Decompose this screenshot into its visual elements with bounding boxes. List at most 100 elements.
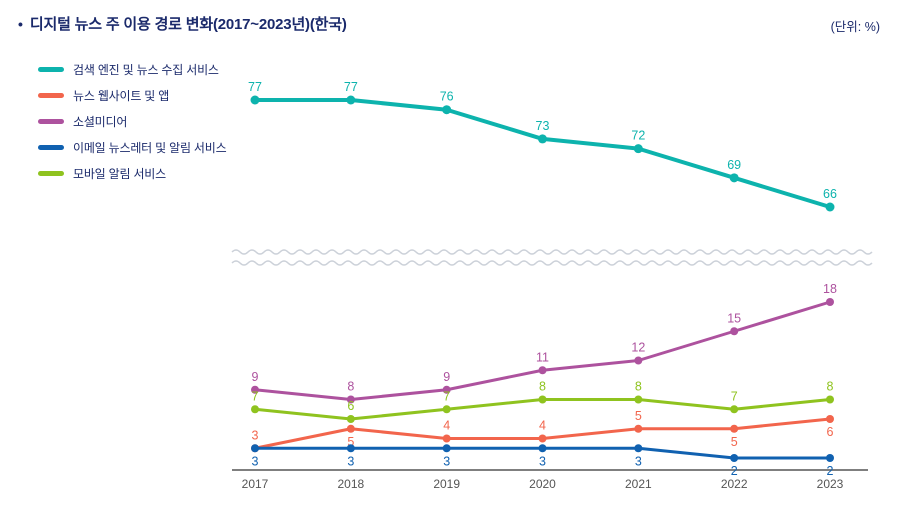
data-label: 6 (347, 399, 354, 413)
data-point (730, 327, 739, 336)
data-point (251, 385, 259, 394)
data-label: 69 (727, 158, 741, 172)
series-group: 9 8 9 11 12 15 18 (251, 282, 837, 404)
data-label: 12 (631, 341, 645, 355)
data-point (442, 385, 451, 394)
data-point (346, 415, 355, 423)
data-label: 5 (635, 409, 642, 423)
axis-break-wave (231, 260, 873, 266)
data-point (825, 202, 835, 212)
x-tick-label: 2023 (817, 477, 844, 491)
legend-label: 소셜미디어 (73, 115, 128, 129)
axis-break-wave (231, 249, 873, 255)
legend-label: 뉴스 웹사이트 및 앱 (73, 89, 170, 103)
data-label: 5 (347, 435, 354, 449)
data-label: 7 (443, 389, 450, 403)
series-group: 77 77 76 73 72 69 66 (248, 80, 837, 212)
legend-label: 이메일 뉴스레터 및 알림 서비스 (73, 141, 227, 155)
legend-item: 뉴스 웹사이트 및 앱 (38, 87, 226, 104)
data-label: 8 (827, 380, 834, 394)
unit-label: (단위: %) (830, 20, 880, 34)
series-group: 3 3 3 3 3 2 2 (251, 444, 834, 478)
data-point (538, 444, 547, 453)
legend-label: 검색 엔진 및 뉴스 수집 서비스 (73, 63, 219, 77)
x-tick-label: 2021 (625, 477, 652, 491)
data-point (250, 95, 260, 105)
data-label: 76 (440, 90, 454, 104)
legend-swatch-icon (38, 171, 64, 176)
data-point (634, 356, 643, 365)
data-label: 2 (731, 464, 738, 478)
data-point (346, 444, 355, 453)
legend-item: 소셜미디어 (38, 113, 226, 130)
data-point (826, 298, 834, 306)
chart-header: • 디지털 뉴스 주 이용 경로 변화(2017~2023년)(한국) (18, 13, 347, 34)
legend-item: 모바일 알림 서비스 (38, 165, 226, 182)
legend-item: 이메일 뉴스레터 및 알림 서비스 (38, 139, 227, 156)
legend-item: 검색 엔진 및 뉴스 수집 서비스 (38, 61, 226, 78)
data-point (538, 134, 547, 144)
data-label: 8 (539, 380, 546, 394)
data-point (442, 105, 452, 115)
data-label: 6 (827, 425, 834, 439)
data-label: 3 (252, 454, 259, 468)
data-label: 4 (539, 419, 546, 433)
data-label: 9 (252, 370, 259, 384)
data-label: 7 (252, 389, 259, 403)
title-bullet-icon: • (18, 16, 23, 32)
data-point (538, 366, 547, 375)
data-point (826, 454, 834, 462)
data-label: 73 (536, 119, 550, 133)
x-tick-label: 2019 (433, 477, 460, 491)
data-point (251, 444, 259, 453)
data-point (442, 405, 451, 414)
data-point (634, 424, 643, 433)
data-label: 77 (344, 80, 358, 94)
data-label: 9 (443, 370, 450, 384)
data-label: 72 (631, 129, 645, 143)
data-point (826, 395, 834, 404)
data-label: 4 (443, 419, 450, 433)
data-label: 11 (536, 350, 549, 364)
data-label: 3 (347, 454, 354, 468)
x-tick-label: 2018 (337, 477, 364, 491)
data-label: 3 (635, 454, 642, 468)
x-tick-label: 2020 (529, 477, 556, 491)
series-group: 3 5 4 4 5 5 6 (251, 409, 834, 453)
series-line (253, 98, 832, 209)
legend-swatch-icon (38, 119, 64, 124)
data-label: 8 (635, 380, 642, 394)
legend-swatch-icon (38, 67, 64, 72)
data-point (346, 395, 355, 404)
data-label: 3 (252, 428, 259, 442)
data-point (251, 405, 259, 414)
series-group: 7 6 7 8 8 7 8 (251, 380, 834, 423)
data-point (633, 144, 643, 154)
data-point (442, 434, 451, 443)
data-point (730, 405, 739, 414)
data-point (826, 415, 834, 423)
data-label: 3 (443, 454, 450, 468)
data-point (538, 434, 547, 443)
legend-swatch-icon (38, 93, 64, 98)
data-point (346, 95, 356, 105)
data-point (442, 444, 451, 453)
legend-label: 모바일 알림 서비스 (73, 167, 166, 181)
data-label: 66 (823, 187, 837, 201)
data-point (730, 454, 739, 462)
data-label: 2 (827, 464, 834, 478)
x-tick-label: 2017 (242, 477, 269, 491)
legend-swatch-icon (38, 145, 64, 150)
data-point (538, 395, 547, 404)
x-tick-label: 2022 (721, 477, 748, 491)
data-label: 18 (823, 282, 837, 296)
data-label: 7 (731, 389, 738, 403)
data-point (346, 424, 355, 433)
data-point (730, 424, 739, 433)
data-label: 77 (248, 80, 262, 94)
data-point (729, 173, 739, 183)
data-label: 3 (539, 454, 546, 468)
